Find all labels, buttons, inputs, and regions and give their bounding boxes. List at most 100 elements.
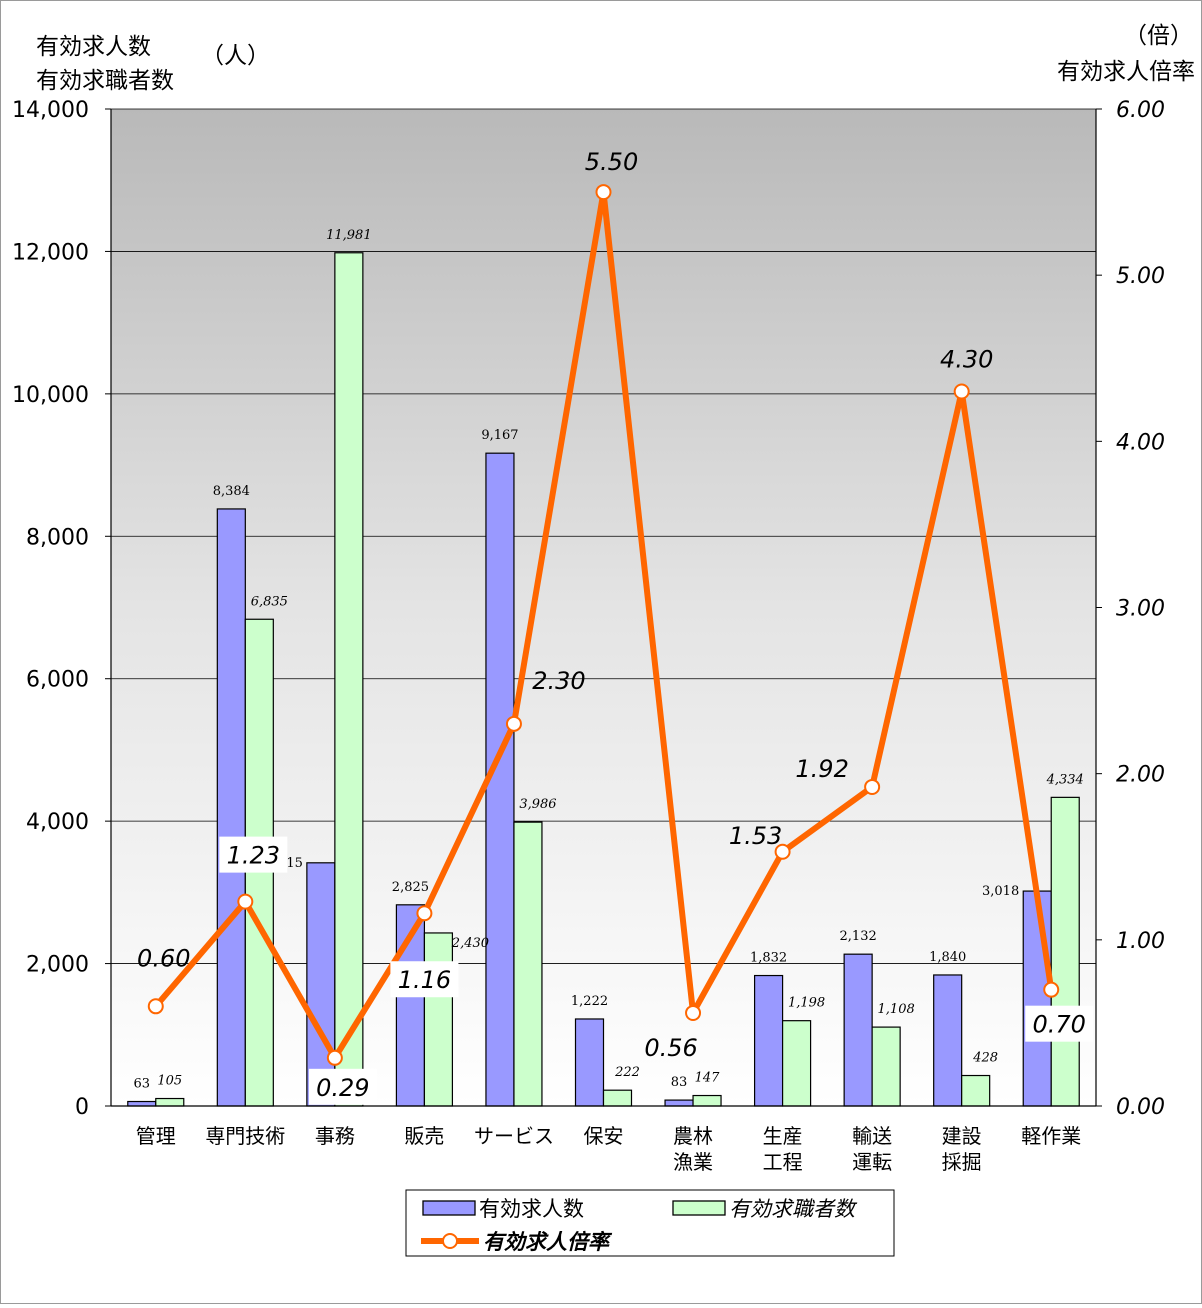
bar-label-job-openings: 1,832 [750,951,787,966]
bar-job-seekers [423,932,454,1107]
bar-label-job-seekers: 105 [157,1074,182,1089]
left-tick-label: 0 [75,1095,89,1120]
bar-label-job-openings: 1,840 [929,950,966,965]
category-label: 管理 [136,1124,176,1148]
left-tick-label: 2,000 [26,953,89,978]
ratio-marker [864,778,881,795]
right-tick-label: 1.00 [1116,929,1165,954]
category-label: 農林 [673,1124,713,1148]
bar-job-openings [574,1018,605,1107]
category-label: 販売 [404,1124,444,1148]
bar-job-seekers [871,1026,901,1107]
bar-labels: 631058,3846,8353,41511,9812,8252,4309,16… [133,228,1083,1092]
bar-job-openings [843,953,873,1107]
right-tick-label: 5.00 [1116,264,1165,289]
left-tick-label: 6,000 [26,668,89,693]
category-label: 建設 [942,1124,982,1148]
bar-label-job-seekers: 222 [614,1065,640,1080]
bar-job-openings [216,508,246,1107]
legend-label-line: 有効求人倍率 [483,1230,613,1254]
ratio-marker [416,905,433,922]
left-tick-label: 4,000 [26,810,89,835]
ratio-label: 1.53 [729,822,782,850]
bar-job-seekers [602,1089,633,1107]
ratio-marker [685,1004,702,1021]
axes: 0 2,000 4,000 6,000 8,000 10,000 12,000 14,000 0… [12,98,1165,1174]
bar-label-job-seekers: 3,986 [519,797,556,812]
legend-swatch-bar1 [422,1200,476,1216]
right-tick-label: 0.00 [1116,1095,1165,1120]
bar-job-seekers [155,1097,185,1107]
bar-label-job-seekers: 428 [972,1051,998,1066]
bar-label-job-seekers: 6,835 [251,594,288,609]
ratio-label: 0.29 [316,1074,369,1102]
ratio-label-bg [390,961,459,998]
bar-label-job-seekers: 1,198 [788,996,825,1011]
left-axis-unit: （人） [201,43,270,69]
bar-job-openings [127,1100,157,1107]
bar-job-openings [933,974,963,1107]
category-label: 運転 [852,1150,892,1174]
left-tick-label: 8,000 [26,525,89,550]
ratio-label-bg [219,836,288,873]
right-tick-label: 2.00 [1116,763,1165,788]
ratio-marker [595,184,612,201]
bar-job-openings [753,974,784,1107]
bar-label-job-seekers: 4,334 [1046,772,1084,787]
legend-marker-swatch [442,1233,458,1249]
category-label: 漁業 [673,1150,713,1174]
ratio-marker [326,1049,343,1066]
bar-label-job-seekers: 11,981 [326,228,372,243]
ratio-label: 5.50 [585,148,638,176]
bar-label-job-openings: 83 [671,1075,688,1090]
bar-job-seekers [1050,796,1080,1107]
ratio-label: 1.92 [795,755,848,783]
legend-box [405,1189,895,1257]
category-label: 輸送 [852,1124,892,1148]
ratio-marker [147,998,164,1015]
right-axis-title: 有効求人倍率 [1057,59,1195,85]
category-label: 事務 [315,1124,355,1148]
bar-job-seekers [961,1074,991,1107]
category-label: 採掘 [942,1150,982,1174]
left-tick-label: 14,000 [12,98,89,123]
bar-label-job-openings: 9,167 [481,428,518,443]
category-label: 生産 [763,1124,803,1148]
ratio-marker [237,893,254,910]
ratio-marker [1043,981,1060,998]
legend-label-bar1: 有効求人数 [479,1197,584,1221]
bar-job-seekers [513,821,543,1107]
ratio-label: 0.70 [1033,1011,1086,1039]
bar-job-seekers [781,1020,812,1107]
category-label: 軽作業 [1021,1124,1081,1148]
bar-job-openings [664,1099,694,1107]
right-tick-label: 4.00 [1116,430,1165,455]
ratio-label: 4.30 [940,345,993,373]
legend: 有効求人数 有効求職者数 有効求人倍率 [405,1189,895,1257]
right-tick-label: 6.00 [1116,98,1165,123]
left-axis-title-2: 有効求職者数 [36,68,174,94]
ratio-label: 0.56 [644,1034,697,1062]
ratio-label-bg [1025,1005,1094,1042]
right-axis-unit: （倍） [1124,23,1193,49]
legend-label-bar2: 有効求職者数 [729,1197,858,1221]
left-tick-label: 12,000 [12,240,89,265]
ratio-label: 2.30 [532,667,585,695]
gridlines [111,251,1096,964]
ratio-label: 0.60 [137,944,190,972]
bar-label-job-openings: 1,222 [571,994,608,1009]
ratio-label: 1.16 [398,966,451,994]
bar-label-job-seekers: 1,108 [878,1002,915,1017]
ratio-label: 1.23 [227,842,280,870]
category-label: サービス [474,1124,554,1148]
bar-label-job-seekers: 2,430 [451,936,489,951]
right-tick-label: 3.00 [1116,597,1165,622]
bar-label-job-seekers: 147 [695,1071,721,1086]
plot-area [111,109,1096,1106]
left-axis-title-1: 有効求人数 [36,34,151,60]
bar-job-openings [1022,890,1052,1107]
category-label: 保安 [584,1124,624,1148]
bar-label-job-openings: 2,825 [392,880,429,895]
